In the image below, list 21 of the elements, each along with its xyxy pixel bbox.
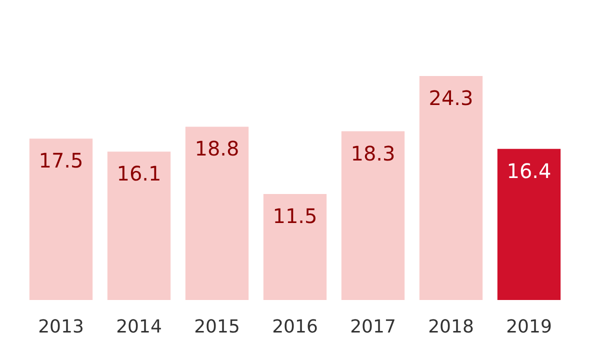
x-tick-label: 2019 [506,316,552,338]
data-label: 24.3 [428,86,474,110]
x-tick-label: 2015 [194,316,240,338]
x-tick-label: 2018 [428,316,474,338]
bar [107,152,171,300]
x-tick-label: 2013 [38,316,84,338]
data-label: 18.8 [194,136,240,161]
bar [341,131,405,300]
x-tick-label: 2017 [350,316,396,338]
data-label: 11.5 [272,204,318,228]
bar [497,148,561,300]
data-label: 18.3 [350,141,396,166]
bar [29,138,93,300]
x-tick-label: 2016 [272,316,318,338]
bar [263,194,327,300]
x-tick-label: 2014 [116,316,162,338]
data-label: 17.5 [38,148,84,173]
data-label: 16.1 [116,162,162,186]
bar [185,126,249,300]
data-label: 16.4 [506,158,552,183]
bar [419,76,483,300]
